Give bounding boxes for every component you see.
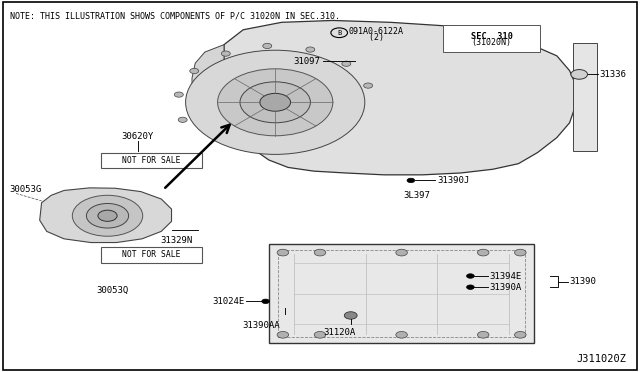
Text: 31390A: 31390A: [490, 283, 522, 292]
Text: SEC. 310: SEC. 310: [470, 32, 513, 41]
Text: 31120A: 31120A: [323, 328, 355, 337]
Text: 30053G: 30053G: [10, 185, 42, 194]
Text: B: B: [337, 30, 341, 36]
Text: 31394E: 31394E: [490, 272, 522, 280]
Circle shape: [277, 249, 289, 256]
Circle shape: [396, 249, 407, 256]
Circle shape: [86, 203, 129, 228]
Circle shape: [515, 331, 526, 338]
Circle shape: [72, 195, 143, 236]
Bar: [573, 43, 597, 151]
Text: 30620Y: 30620Y: [122, 132, 154, 141]
FancyBboxPatch shape: [101, 247, 202, 263]
Circle shape: [396, 331, 407, 338]
Polygon shape: [192, 45, 227, 134]
Circle shape: [467, 274, 474, 278]
Circle shape: [189, 68, 198, 74]
Text: 31390AA: 31390AA: [243, 321, 280, 330]
Circle shape: [186, 50, 365, 154]
Circle shape: [344, 312, 357, 319]
Polygon shape: [224, 20, 576, 175]
Text: NOT FOR SALE: NOT FOR SALE: [122, 156, 181, 165]
Bar: [269, 244, 534, 343]
Text: 31097: 31097: [293, 57, 320, 66]
Text: (31020N): (31020N): [472, 38, 511, 47]
Circle shape: [515, 249, 526, 256]
Text: 31390: 31390: [570, 277, 596, 286]
Text: 31336: 31336: [600, 70, 627, 79]
Circle shape: [342, 61, 351, 66]
Circle shape: [277, 331, 289, 338]
Text: NOT FOR SALE: NOT FOR SALE: [122, 250, 181, 259]
Circle shape: [174, 92, 183, 97]
Text: 30053Q: 30053Q: [96, 286, 128, 295]
Circle shape: [467, 285, 474, 289]
Text: J311020Z: J311020Z: [576, 354, 626, 364]
Circle shape: [221, 51, 230, 56]
Bar: [278, 250, 525, 337]
FancyBboxPatch shape: [443, 25, 540, 52]
Text: (2): (2): [349, 33, 384, 42]
Text: 31329N: 31329N: [160, 236, 192, 245]
Text: NOTE: THIS ILLUSTRATION SHOWS COMPONENTS OF P/C 31020N IN SEC.310.: NOTE: THIS ILLUSTRATION SHOWS COMPONENTS…: [10, 12, 340, 21]
FancyBboxPatch shape: [101, 153, 202, 168]
Text: 091A0-6122A: 091A0-6122A: [349, 28, 404, 36]
Circle shape: [571, 70, 588, 79]
Circle shape: [477, 249, 489, 256]
Circle shape: [263, 44, 272, 49]
Circle shape: [178, 117, 187, 122]
Circle shape: [364, 83, 372, 88]
Circle shape: [407, 178, 415, 183]
Circle shape: [98, 210, 117, 221]
Polygon shape: [40, 188, 172, 243]
Circle shape: [314, 249, 326, 256]
Circle shape: [477, 331, 489, 338]
Circle shape: [306, 47, 315, 52]
Circle shape: [314, 331, 326, 338]
Text: 31024E: 31024E: [212, 297, 244, 306]
Text: 3L397: 3L397: [403, 191, 430, 200]
Circle shape: [262, 299, 269, 304]
Text: 31390J: 31390J: [437, 176, 469, 185]
Circle shape: [260, 93, 291, 111]
Circle shape: [218, 69, 333, 136]
Circle shape: [240, 82, 310, 123]
